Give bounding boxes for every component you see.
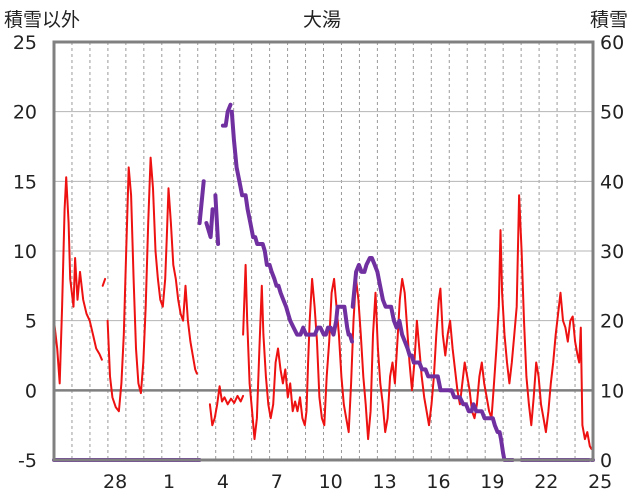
x-tick-label: 25 [588,471,612,493]
x-tick-label: 1 [163,471,175,493]
other-line [208,385,245,427]
snow-depth-line [204,207,215,240]
other-line [53,176,103,385]
snow-depth-line [213,193,221,246]
right-axis-label: 積雪 [590,9,628,31]
right-tick-label: 60 [600,32,624,54]
left-tick-label: 20 [13,102,37,124]
snow-depth-line [229,109,354,344]
plot-frame [52,40,595,462]
left-tick-label: 10 [13,241,37,263]
x-tick-label: 7 [271,471,283,493]
x-tick-label: 13 [372,471,396,493]
left-tick-label: 25 [13,32,37,54]
right-tick-label: 20 [600,311,624,333]
right-tick-label: 50 [600,102,624,124]
snow-depth-line [197,179,206,226]
other-line [242,194,593,450]
other-line [106,156,198,413]
snow-depth-line [220,102,233,128]
right-tick-label: 0 [600,450,612,472]
other-line [101,277,107,287]
left-axis-label: 積雪以外 [4,9,80,31]
left-tick-label: 15 [13,171,37,193]
right-tick-label: 30 [600,241,624,263]
x-tick-label: 28 [103,471,127,493]
x-tick-label: 10 [319,471,343,493]
grid [54,42,593,460]
left-tick-label: 0 [25,380,37,402]
snow-depth-line [350,256,515,462]
x-tick-label: 22 [534,471,558,493]
right-tick-label: 40 [600,171,624,193]
chart-title: 大湯 [303,9,341,31]
right-tick-label: 10 [600,380,624,402]
x-tick-label: 16 [426,471,450,493]
x-tick-label: 19 [480,471,504,493]
left-tick-label: 5 [25,311,37,333]
left-tick-label: -5 [18,450,37,472]
x-tick-label: 4 [217,471,229,493]
